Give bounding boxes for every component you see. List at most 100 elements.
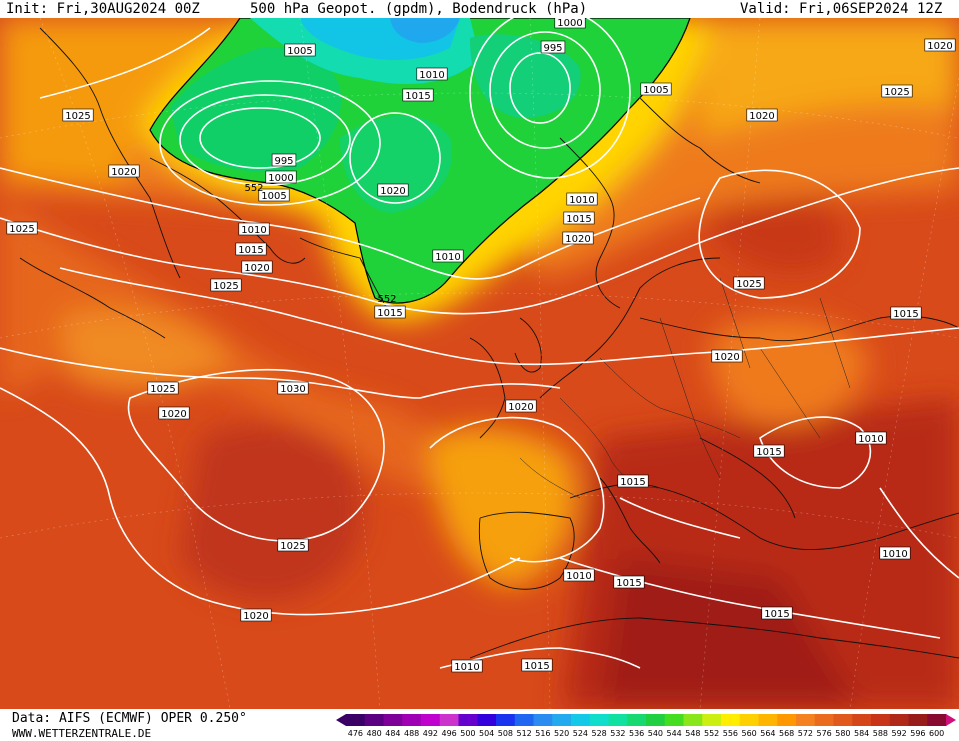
isobar-label: 1015 [521, 658, 553, 672]
isobar-label: 1025 [147, 381, 179, 395]
isobar-label: 1020 [562, 231, 594, 245]
scale-tick-label: 476 [347, 729, 364, 738]
scale-swatch [571, 714, 591, 726]
svg-text:1015: 1015 [616, 578, 641, 589]
svg-text:1025: 1025 [213, 281, 238, 292]
isobar-label: 1020 [108, 164, 140, 178]
scale-swatch [402, 714, 422, 726]
init-time: Init: Fri,30AUG2024 00Z [6, 1, 200, 17]
scale-tick-label: 544 [666, 729, 682, 738]
isobar-label: 1020 [924, 38, 956, 52]
svg-text:1025: 1025 [736, 279, 761, 290]
isobar-label: 1020 [711, 349, 743, 363]
svg-text:1000: 1000 [268, 173, 293, 184]
isobar-label: 1015 [235, 242, 267, 256]
website-url: WWW.WETTERZENTRALE.DE [12, 727, 152, 740]
svg-text:1015: 1015 [524, 661, 549, 672]
isobar-label: 1010 [432, 249, 464, 263]
svg-text:1025: 1025 [280, 541, 305, 552]
scale-tick-label: 568 [778, 729, 795, 738]
valid-time: Valid: Fri,06SEP2024 12Z [740, 1, 943, 17]
scale-swatch [702, 714, 722, 726]
isobar-label: 1010 [879, 546, 911, 560]
scale-tick-label: 496 [441, 729, 457, 738]
scale-swatch [496, 714, 516, 726]
svg-text:1015: 1015 [238, 245, 263, 256]
svg-text:1010: 1010 [241, 225, 266, 236]
isobar-labels: 1005 995 1000 1010 1015 1005 1025 1020 1025 1020 1… [6, 18, 956, 673]
svg-text:1010: 1010 [419, 70, 444, 81]
color-scale-bar [336, 714, 956, 726]
svg-text:1020: 1020 [161, 409, 186, 420]
chart-header: Init: Fri,30AUG2024 00Z 500 hPa Geopot. … [0, 0, 959, 18]
svg-text:1020: 1020 [243, 611, 268, 622]
svg-text:1015: 1015 [620, 477, 645, 488]
isobar-label: 1010 [416, 67, 448, 81]
scale-swatch [927, 714, 947, 726]
scale-swatch [383, 714, 403, 726]
svg-text:995: 995 [543, 43, 562, 54]
scale-tick-label: 488 [403, 729, 420, 738]
scale-tick-label: 596 [910, 729, 926, 738]
svg-text:1020: 1020 [714, 352, 739, 363]
svg-text:1025: 1025 [884, 87, 909, 98]
scale-tick-label: 540 [647, 729, 664, 738]
svg-text:1010: 1010 [858, 434, 883, 445]
isobar-label: 1015 [613, 575, 645, 589]
scale-swatch [533, 714, 553, 726]
isobar-label: 1010 [855, 431, 887, 445]
scale-swatch [683, 714, 703, 726]
isobar-label: 1020 [377, 183, 409, 197]
color-scale-labels: 476 480 484 488 492 496 500 504 508 512 516 520 524 5… [336, 729, 956, 741]
isobar-label: 995 [271, 153, 297, 167]
svg-text:1015: 1015 [377, 308, 402, 319]
scale-swatch [833, 714, 853, 726]
svg-text:1010: 1010 [435, 252, 460, 263]
svg-text:1000: 1000 [557, 18, 582, 29]
svg-text:1005: 1005 [287, 46, 312, 57]
scale-tick-label: 556 [722, 729, 739, 738]
scale-arrow-low [336, 714, 346, 726]
svg-text:1020: 1020 [749, 111, 774, 122]
scale-tick-label: 512 [516, 729, 532, 738]
geopotential-shading [0, 18, 959, 709]
isobar-label: 1010 [563, 568, 595, 582]
svg-text:1025: 1025 [65, 111, 90, 122]
isobar-label: 1025 [6, 221, 38, 235]
scale-swatch [477, 714, 497, 726]
scale-tick-label: 560 [741, 729, 757, 738]
isobar-label: 1025 [881, 84, 913, 98]
svg-text:1010: 1010 [569, 195, 594, 206]
svg-text:995: 995 [274, 156, 293, 167]
svg-text:1020: 1020 [380, 186, 405, 197]
scale-tick-label: 532 [610, 729, 626, 738]
isobar-label: 1015 [753, 444, 785, 458]
svg-text:1015: 1015 [893, 309, 918, 320]
svg-text:1010: 1010 [882, 549, 907, 560]
isobar-label: 1025 [62, 108, 94, 122]
isobar-label: 1015 [890, 306, 922, 320]
scale-swatch [514, 714, 534, 726]
scale-tick-label: 588 [872, 729, 889, 738]
svg-text:1020: 1020 [111, 167, 136, 178]
isobar-label: 1010 [566, 192, 598, 206]
scale-swatch [346, 714, 366, 726]
chart-footer: Data: AIFS (ECMWF) OPER 0.250° WWW.WETTE… [0, 709, 959, 741]
scale-swatch [908, 714, 928, 726]
scale-swatch [664, 714, 684, 726]
country-borders [519, 277, 851, 499]
svg-text:1030: 1030 [280, 384, 305, 395]
isobar-label: 1020 [240, 608, 272, 622]
map-canvas: 1005 995 1000 1010 1015 1005 1025 1020 1025 1020 1… [0, 18, 959, 709]
isobar-label: 1000 [554, 18, 586, 29]
isobar-label: 1015 [374, 305, 406, 319]
scale-swatch [721, 714, 741, 726]
scale-tick-label: 580 [835, 729, 851, 738]
isobar-label: 1015 [563, 211, 595, 225]
scale-swatch [814, 714, 834, 726]
lat-lon-grid [0, 18, 959, 709]
isobar-label: 1015 [761, 606, 793, 620]
svg-text:1010: 1010 [454, 662, 479, 673]
isobar-label: 1025 [277, 538, 309, 552]
